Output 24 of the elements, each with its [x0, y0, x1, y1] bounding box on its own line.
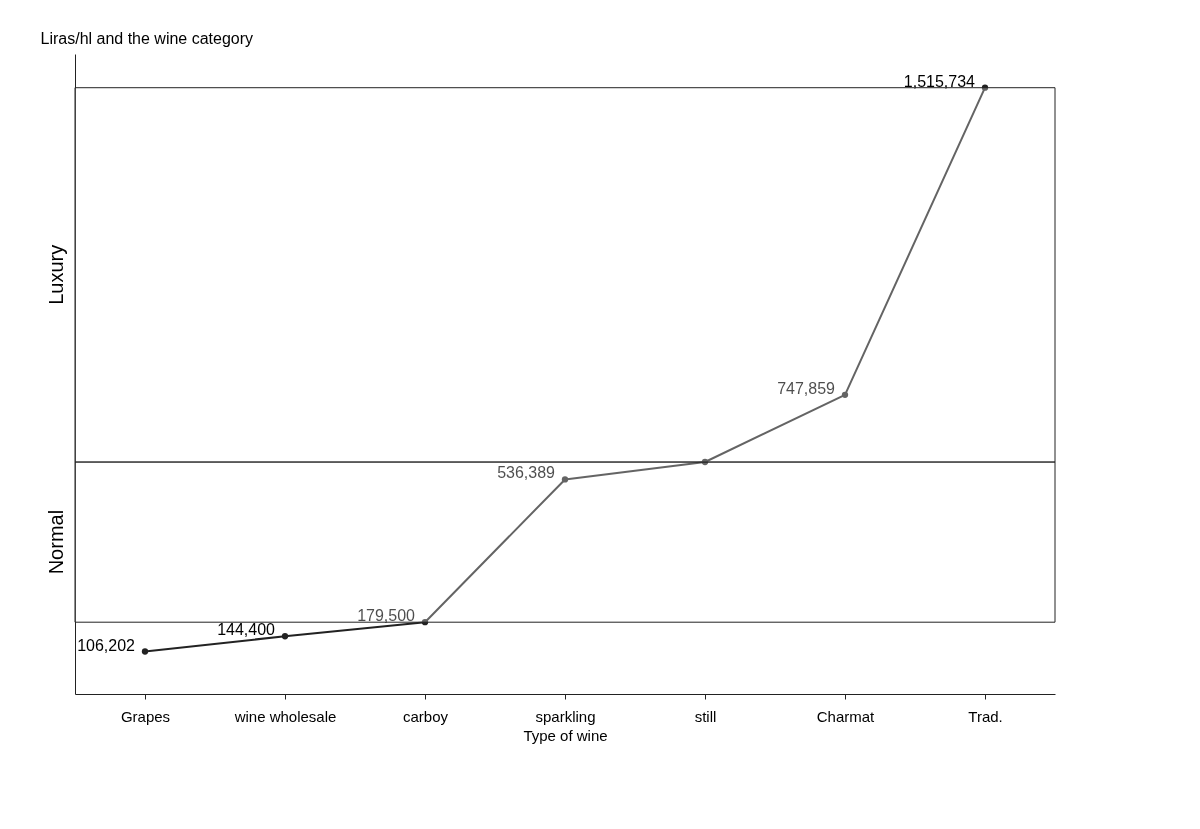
data-label: 1,515,734 — [903, 72, 976, 90]
point — [841, 391, 849, 399]
point — [421, 619, 429, 626]
x-tick-label: Grapes — [120, 707, 171, 725]
y-axis-title: Liras/hl and the wine category — [40, 29, 254, 47]
band-label: Normal — [45, 509, 67, 575]
point — [701, 458, 709, 466]
x-tick-label: still — [694, 707, 717, 725]
x-tick-label: wine wholesale — [233, 707, 337, 725]
x-tick-label: carboy — [402, 707, 449, 725]
point — [141, 648, 149, 655]
data-label: 536,389 — [497, 464, 556, 482]
band-label: Luxury — [45, 244, 67, 305]
point — [561, 476, 569, 483]
data-label: 747,859 — [777, 379, 836, 397]
point — [281, 633, 289, 640]
data-label: 144,400 — [217, 621, 276, 639]
x-axis-title: Type of wine — [523, 726, 608, 744]
x-tick-label: Trad. — [968, 707, 1003, 725]
point — [981, 84, 989, 91]
x-tick-label: sparkling — [535, 707, 596, 725]
x-tick-label: Charmat — [816, 707, 876, 725]
data-label: 106,202 — [77, 636, 136, 654]
data-label: 179,500 — [357, 607, 416, 625]
